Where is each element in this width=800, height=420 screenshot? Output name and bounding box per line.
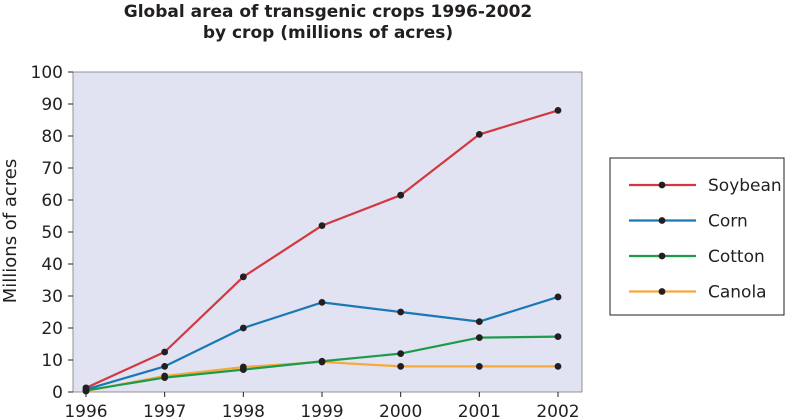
soybean-point — [82, 384, 90, 392]
legend-item-soybean: Soybean — [629, 176, 782, 196]
y-tick-label: 90 — [41, 95, 63, 115]
series-soybean — [82, 107, 562, 392]
x-tick-label: 1997 — [143, 402, 186, 420]
canola-point — [475, 363, 483, 370]
y-tick-label: 80 — [41, 127, 63, 147]
y-tick-label: 60 — [41, 191, 63, 211]
y-tick-label: 100 — [31, 63, 63, 83]
y-tick-label: 20 — [41, 319, 63, 339]
y-tick-label: 50 — [41, 223, 63, 243]
legend-marker-corn — [658, 217, 666, 224]
series-cotton — [82, 333, 562, 394]
legend-label-soybean: Soybean — [708, 176, 782, 196]
soybean-point — [318, 222, 326, 230]
soybean-point — [397, 191, 405, 199]
x-tick-label: 2002 — [536, 402, 579, 420]
y-tick-label: 10 — [41, 351, 63, 371]
y-tick-label: 0 — [52, 383, 63, 403]
chart-title-line-2: by crop (millions of acres) — [203, 23, 453, 43]
x-tick-label: 1998 — [222, 402, 265, 420]
y-axis: 0 10 20 30 40 50 60 70 80 90 100 — [31, 63, 73, 403]
legend-marker-canola — [658, 288, 666, 295]
series-layer — [82, 107, 562, 395]
x-tick-label: 2000 — [379, 402, 422, 420]
legend-marker-cotton — [658, 252, 666, 260]
canola-point — [554, 363, 562, 370]
legend-item-corn: Corn — [629, 212, 748, 232]
cotton-point — [397, 350, 405, 357]
cotton-point — [554, 333, 562, 341]
soybean-point — [475, 131, 483, 138]
legend-label-corn: Corn — [708, 212, 748, 232]
cotton-point — [475, 334, 483, 341]
corn-point — [161, 363, 169, 370]
y-axis-title: Millions of acres — [0, 159, 21, 304]
corn-point — [475, 318, 483, 325]
y-tick-label: 40 — [41, 255, 63, 275]
soybean-point — [239, 273, 247, 281]
legend-item-cotton: Cotton — [629, 247, 765, 267]
x-axis: 1996 1997 1998 1999 2000 2001 2002 — [64, 392, 580, 420]
x-tick-label: 1999 — [300, 402, 343, 420]
plot-area — [72, 71, 583, 393]
chart-title-line-1: Global area of transgenic crops 1996-200… — [124, 2, 532, 22]
legend: Soybean Corn Cotton Canola — [609, 157, 785, 316]
x-tick-label: 1996 — [64, 402, 107, 420]
canola-point — [397, 363, 405, 370]
corn-point — [239, 324, 247, 332]
legend-item-canola: Canola — [629, 283, 767, 303]
corn-point — [397, 308, 405, 316]
soybean-point — [161, 348, 169, 356]
corn-point — [318, 299, 326, 306]
soybean-point — [554, 107, 562, 114]
legend-marker-soybean — [658, 181, 666, 189]
corn-point — [554, 293, 562, 301]
y-tick-label: 70 — [41, 159, 63, 179]
x-tick-label: 2001 — [458, 402, 501, 420]
cotton-point — [239, 366, 247, 373]
cotton-point — [318, 357, 326, 365]
cotton-point — [161, 374, 169, 381]
y-tick-label: 30 — [41, 287, 63, 307]
legend-label-canola: Canola — [708, 283, 767, 303]
legend-label-cotton: Cotton — [708, 247, 765, 267]
